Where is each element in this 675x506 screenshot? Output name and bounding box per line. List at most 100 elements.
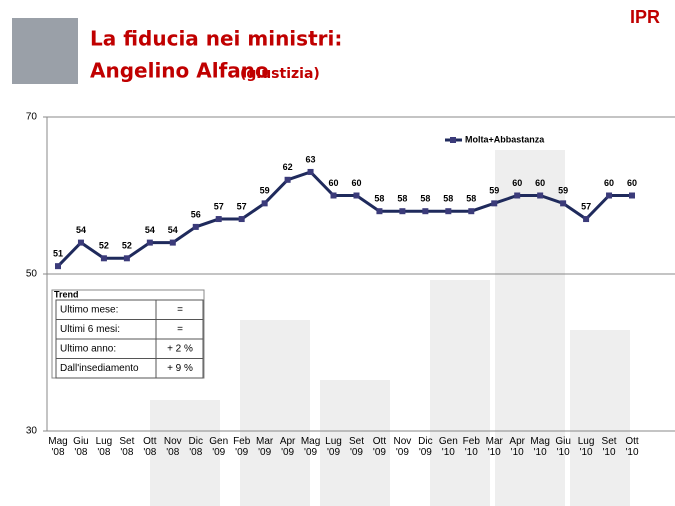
trend-label: Dall'insediamento bbox=[60, 363, 139, 374]
x-tick-label: Dic '09 bbox=[418, 436, 432, 458]
trend-value: = bbox=[177, 305, 183, 316]
trend-value: + 9 % bbox=[167, 363, 193, 374]
data-label: 58 bbox=[420, 194, 430, 204]
legend-marker bbox=[450, 137, 456, 143]
data-label: 62 bbox=[283, 162, 293, 172]
marker bbox=[146, 239, 153, 246]
x-tick-label: Apr '09 bbox=[280, 436, 296, 458]
y-tick-label: 30 bbox=[26, 426, 38, 437]
x-tick-label: Mar '10 bbox=[486, 436, 504, 458]
x-tick-label: Giu '10 bbox=[555, 436, 571, 458]
x-tick-label: Set '10 bbox=[602, 436, 617, 458]
x-tick-label: Apr '10 bbox=[509, 436, 525, 458]
x-tick-label: Lug '10 bbox=[578, 436, 595, 458]
data-label: 60 bbox=[512, 178, 522, 188]
x-tick-label: Ott '08 bbox=[143, 436, 157, 458]
x-tick-label: Giu '08 bbox=[73, 436, 89, 458]
marker bbox=[55, 263, 61, 270]
x-tick-label: Feb '09 bbox=[233, 436, 251, 458]
y-tick-label: 70 bbox=[26, 112, 38, 123]
marker bbox=[123, 255, 130, 262]
marker bbox=[307, 168, 314, 175]
x-tick-label: Gen '09 bbox=[209, 436, 228, 458]
data-label: 60 bbox=[535, 178, 545, 188]
marker bbox=[261, 200, 268, 207]
x-tick-label: Set '08 bbox=[119, 436, 134, 458]
marker bbox=[169, 239, 176, 246]
data-label: 52 bbox=[122, 241, 132, 251]
trend-value: = bbox=[177, 324, 183, 335]
trend-label: Ultimo anno: bbox=[60, 344, 116, 355]
data-label: 57 bbox=[237, 201, 247, 211]
x-tick-label: Set '09 bbox=[349, 436, 364, 458]
marker bbox=[100, 255, 107, 262]
x-tick-label: Mar '09 bbox=[256, 436, 274, 458]
data-label: 58 bbox=[443, 194, 453, 204]
marker bbox=[422, 208, 429, 215]
marker bbox=[445, 208, 452, 215]
x-tick-label: Dic '08 bbox=[189, 436, 203, 458]
x-tick-label: Nov '08 bbox=[164, 436, 182, 458]
trend-value: + 2 % bbox=[167, 344, 193, 355]
x-tick-label: Mag '08 bbox=[48, 436, 67, 458]
data-label: 60 bbox=[351, 178, 361, 188]
data-label: 59 bbox=[489, 186, 499, 196]
trend-label: Ultimo mese: bbox=[60, 305, 118, 316]
background-decoration bbox=[150, 150, 630, 506]
marker bbox=[399, 208, 406, 215]
x-tick-label: Mag '09 bbox=[301, 436, 320, 458]
marker bbox=[468, 208, 475, 215]
data-label: 59 bbox=[558, 186, 568, 196]
data-label: 52 bbox=[99, 241, 109, 251]
marker bbox=[215, 216, 222, 223]
x-tick-label: Lug '08 bbox=[96, 436, 113, 458]
x-tick-label: Ott '10 bbox=[625, 436, 639, 458]
logo: IPR bbox=[630, 7, 660, 27]
portrait bbox=[12, 18, 78, 84]
x-tick-label: Nov '09 bbox=[394, 436, 412, 458]
marker bbox=[491, 200, 498, 207]
x-tick-label: Gen '10 bbox=[439, 436, 458, 458]
title: La fiducia nei ministri: bbox=[90, 27, 342, 51]
x-tick-label: Lug '09 bbox=[325, 436, 342, 458]
data-label: 58 bbox=[397, 194, 407, 204]
data-label: 58 bbox=[374, 194, 384, 204]
data-label: 58 bbox=[466, 194, 476, 204]
subtitle: (giustizia) bbox=[240, 66, 320, 82]
series-line bbox=[56, 170, 632, 268]
marker bbox=[583, 216, 590, 223]
trend-row bbox=[155, 358, 204, 379]
marker bbox=[514, 192, 521, 199]
x-tick-label: Mag '10 bbox=[530, 436, 549, 458]
data-label: 60 bbox=[627, 178, 637, 188]
data-label: 57 bbox=[214, 201, 224, 211]
marker bbox=[330, 192, 337, 199]
x-tick-label: Feb '10 bbox=[463, 436, 481, 458]
data-label: 63 bbox=[306, 154, 316, 164]
marker bbox=[353, 192, 360, 199]
marker bbox=[537, 192, 544, 199]
data-label: 56 bbox=[191, 209, 201, 219]
data-label: 59 bbox=[260, 186, 270, 196]
data-label: 54 bbox=[76, 225, 86, 235]
marker bbox=[560, 200, 567, 207]
data-label: 54 bbox=[145, 225, 155, 235]
x-tick-label: Ott '09 bbox=[373, 436, 387, 458]
marker bbox=[606, 192, 613, 199]
trend-label: Ultimi 6 mesi: bbox=[60, 324, 120, 335]
data-label: 57 bbox=[581, 201, 591, 211]
trend-title: Trend bbox=[54, 289, 79, 299]
marker bbox=[192, 223, 199, 230]
marker bbox=[629, 192, 635, 199]
marker bbox=[284, 176, 291, 183]
data-label: 51 bbox=[53, 249, 63, 259]
y-tick-label: 50 bbox=[26, 269, 38, 280]
data-label: 54 bbox=[168, 225, 178, 235]
marker bbox=[376, 208, 383, 215]
marker bbox=[238, 216, 245, 223]
marker bbox=[77, 239, 84, 246]
name: Angelino Alfano bbox=[90, 59, 269, 83]
data-label: 60 bbox=[604, 178, 614, 188]
